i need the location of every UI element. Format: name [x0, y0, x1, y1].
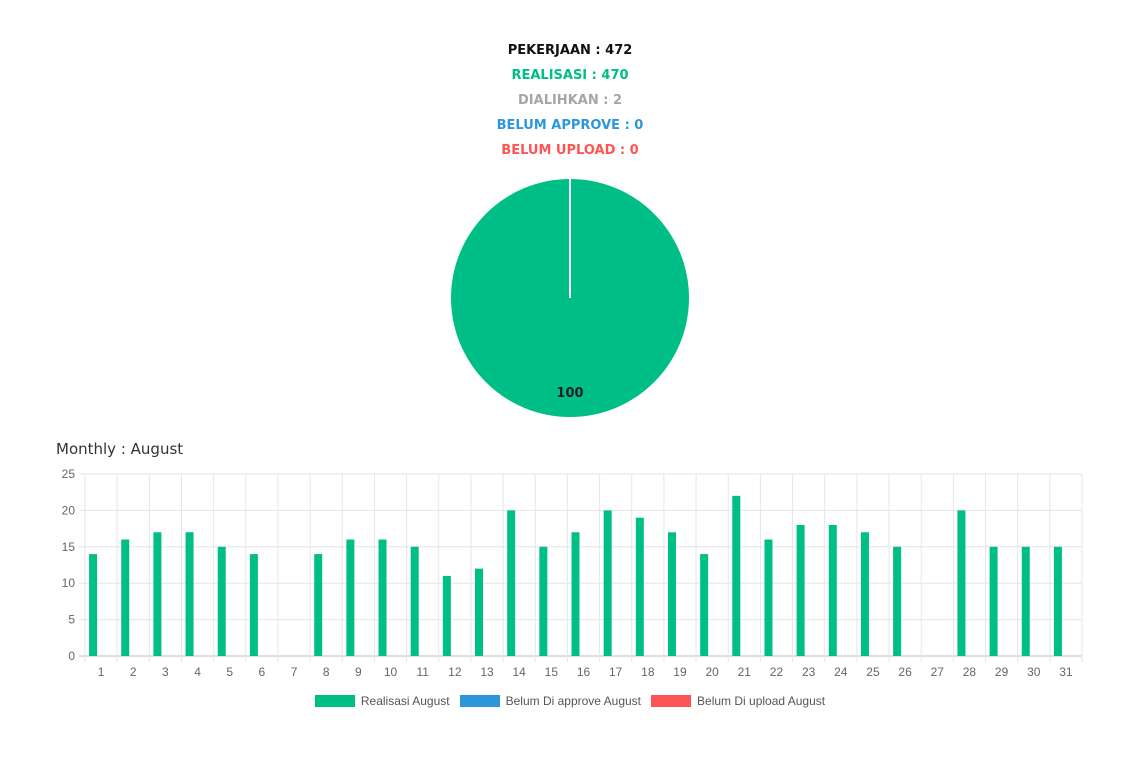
x-tick-label: 24 — [834, 665, 848, 679]
stat-belum-upload: BELUM UPLOAD : 0 — [501, 143, 639, 158]
legend-label: Belum Di upload August — [697, 694, 826, 708]
x-tick-label: 3 — [162, 665, 169, 679]
bar-3 — [153, 532, 162, 656]
bar-25 — [860, 532, 869, 656]
x-tick-label: 15 — [545, 665, 559, 679]
x-tick-label: 29 — [995, 665, 1009, 679]
bar-10 — [378, 539, 387, 656]
y-tick-label: 15 — [62, 540, 76, 554]
pie-chart: 100 — [450, 178, 690, 418]
y-tick-label: 10 — [62, 576, 76, 590]
y-tick-label: 25 — [62, 467, 76, 481]
chart-legend: Realisasi August Belum Di approve August B… — [0, 694, 1140, 708]
bar-chart: 0 5 10 15 20 25 1 2 3 4 5 6 7 8 9 10 11 12 13 14 15 16 17 18 19 2… — [40, 462, 1100, 692]
bar-23 — [796, 524, 805, 656]
bar-2 — [121, 539, 130, 656]
x-tick-label: 28 — [963, 665, 977, 679]
x-tick-label: 21 — [738, 665, 752, 679]
bar-18 — [635, 517, 644, 656]
legend-swatch — [651, 695, 692, 707]
x-tick-label: 31 — [1059, 665, 1073, 679]
bar-4 — [185, 532, 194, 656]
pie-chart-svg: 100 — [451, 179, 689, 417]
x-tick-label: 16 — [577, 665, 591, 679]
bar-15 — [539, 546, 548, 656]
x-tick-label: 26 — [898, 665, 912, 679]
summary-stats: PEKERJAAN : 472 REALISASI : 470 DIALIHKA… — [0, 38, 1140, 163]
bar-11 — [410, 546, 419, 656]
legend-swatch — [459, 695, 500, 707]
y-tick-label: 20 — [62, 503, 76, 517]
bar-19 — [667, 532, 676, 656]
x-tick-label: 9 — [355, 665, 362, 679]
legend-label: Realisasi August — [360, 694, 450, 708]
x-tick-label: 4 — [194, 665, 201, 679]
bar-29 — [989, 546, 998, 656]
legend-swatch — [314, 695, 355, 707]
bar-17 — [603, 510, 612, 656]
x-tick-label: 2 — [130, 665, 137, 679]
x-tick-label: 11 — [416, 665, 429, 679]
bar-30 — [1021, 546, 1030, 656]
legend-item[interactable]: Belum Di approve August — [459, 694, 642, 708]
legend-item[interactable]: Realisasi August — [314, 694, 450, 708]
x-tick-label: 13 — [480, 665, 494, 679]
x-tick-label: 22 — [770, 665, 784, 679]
bar-16 — [571, 532, 580, 656]
bar-21 — [732, 495, 741, 656]
x-tick-label: 7 — [291, 665, 298, 679]
bar-9 — [346, 539, 355, 656]
y-tick-label: 0 — [68, 649, 75, 663]
x-tick-label: 27 — [931, 665, 945, 679]
x-tick-label: 25 — [866, 665, 880, 679]
x-tick-label: 6 — [259, 665, 266, 679]
bar-20 — [700, 554, 709, 656]
x-tick-label: 5 — [226, 665, 233, 679]
x-tick-label: 1 — [98, 665, 105, 679]
x-tick-label: 14 — [512, 665, 526, 679]
bar-13 — [475, 568, 484, 656]
x-tick-label: 17 — [609, 665, 623, 679]
bar-6 — [249, 554, 258, 656]
bar-12 — [442, 575, 451, 656]
bar-5 — [217, 546, 226, 656]
legend-label: Belum Di approve August — [505, 694, 642, 708]
stat-pekerjaan: PEKERJAAN : 472 — [507, 43, 633, 58]
stat-dialihkan: DIALIHKAN : 2 — [518, 93, 622, 108]
x-tick-label: 18 — [641, 665, 655, 679]
bar-8 — [314, 554, 323, 656]
x-tick-label: 30 — [1027, 665, 1041, 679]
stat-belum-approve: BELUM APPROVE : 0 — [496, 118, 644, 133]
legend-item[interactable]: Belum Di upload August — [651, 694, 825, 708]
bar-24 — [828, 524, 837, 656]
x-tick-label: 23 — [802, 665, 816, 679]
x-tick-label: 12 — [448, 665, 462, 679]
x-tick-label: 8 — [323, 665, 330, 679]
monthly-title: Monthly : August — [56, 440, 184, 458]
stat-realisasi: REALISASI : 470 — [511, 68, 629, 83]
x-tick-label: 20 — [705, 665, 719, 679]
x-tick-label: 19 — [673, 665, 687, 679]
bar-26 — [893, 546, 902, 656]
x-tick-label: 10 — [384, 665, 398, 679]
pie-data-label: 100 — [556, 386, 583, 401]
bar-31 — [1053, 546, 1062, 656]
bar-1 — [89, 554, 98, 656]
bar-14 — [507, 510, 516, 656]
bar-22 — [764, 539, 773, 656]
y-tick-label: 5 — [68, 613, 75, 627]
bar-28 — [957, 510, 966, 656]
